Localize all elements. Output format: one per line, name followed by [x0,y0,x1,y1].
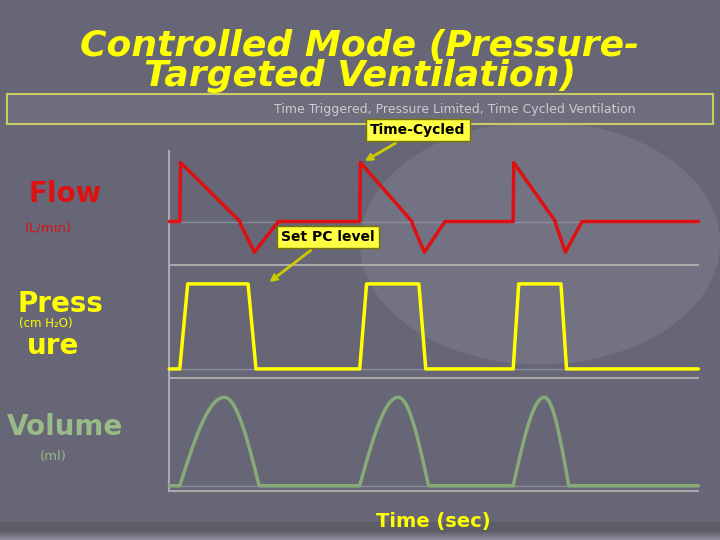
Bar [0,530,720,539]
Text: (ml): (ml) [40,450,66,463]
Bar [0,528,720,537]
Bar [0,528,720,537]
Bar [0,526,720,535]
Bar [0,527,720,536]
Bar [0,527,720,536]
Bar [0,526,720,536]
Bar [0,523,720,532]
Bar [0,525,720,534]
Bar [0,528,720,537]
Bar [0,527,720,536]
Bar [0,524,720,534]
Bar [0,525,720,535]
Bar [0,525,720,534]
Bar [0,529,720,538]
Bar [0,523,720,531]
Text: Press: Press [18,290,104,318]
Text: Flow: Flow [29,180,102,208]
Bar [0,530,720,538]
Bar [0,530,720,539]
Text: Time (sec): Time (sec) [377,511,491,531]
Text: (L/min): (L/min) [25,222,72,235]
Text: Time Triggered, Pressure Limited, Time Cycled Ventilation: Time Triggered, Pressure Limited, Time C… [274,103,635,116]
Bar [0,524,720,533]
Bar [0,529,720,538]
Text: Set PC level: Set PC level [271,230,375,280]
Bar [0,531,720,540]
Text: Controlled Mode (Pressure-: Controlled Mode (Pressure- [81,29,639,63]
Ellipse shape [360,122,720,364]
Bar [0,528,720,537]
Bar [0,524,720,534]
Text: ure: ure [27,332,80,360]
Bar [0,529,720,538]
Bar [0,527,720,536]
Bar [0,523,720,531]
Bar [0,523,720,532]
Bar [0,523,720,532]
Bar [0,530,720,539]
Bar [0,530,720,539]
Text: (cm H₂O): (cm H₂O) [19,318,73,330]
Text: Targeted Ventilation): Targeted Ventilation) [144,59,576,92]
Bar [7,94,713,124]
Bar [0,529,720,538]
Bar [0,522,720,531]
Bar [0,528,720,536]
Bar [0,526,720,535]
Bar [0,523,720,532]
Bar [0,525,720,535]
Bar [0,522,720,531]
Bar [0,526,720,535]
Bar [0,523,720,532]
Bar [0,529,720,537]
Bar [0,528,720,537]
Bar [0,526,720,535]
Bar [0,524,720,532]
Bar [0,523,720,532]
Text: Time-Cycled: Time-Cycled [367,123,466,160]
Bar [0,530,720,539]
Bar [0,525,720,534]
Bar [0,529,720,538]
Bar [0,526,720,536]
Bar [0,530,720,539]
Bar [0,524,720,533]
Bar [0,525,720,534]
Bar [0,525,720,534]
Bar [0,529,720,538]
Text: Volume: Volume [7,413,123,441]
Bar [0,526,720,535]
Bar [0,530,720,539]
Bar [0,531,720,539]
Bar [0,524,720,534]
Bar [0,528,720,537]
Bar [0,531,720,540]
Bar [0,524,720,533]
